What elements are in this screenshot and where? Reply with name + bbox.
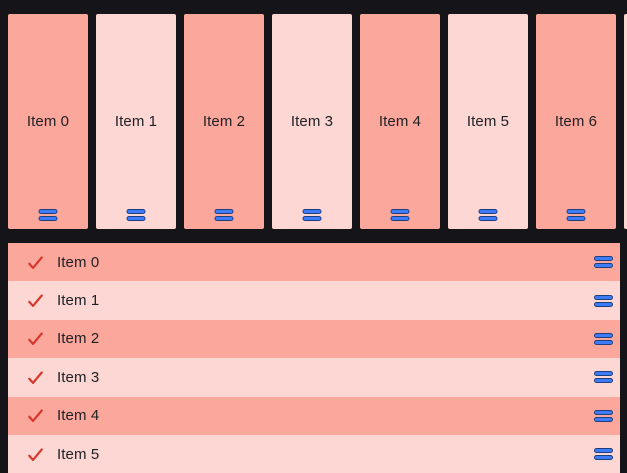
drag-handle-icon[interactable] <box>390 209 410 221</box>
card-label: Item 5 <box>466 113 510 130</box>
list-item-row[interactable]: Item 1 <box>8 281 620 320</box>
card-label: Item 1 <box>114 113 158 130</box>
check-icon <box>27 447 44 462</box>
card-label: Item 3 <box>290 113 334 130</box>
drag-handle-icon[interactable] <box>478 209 498 221</box>
sortable-card[interactable]: Item 2 <box>184 14 264 229</box>
drag-handle-icon[interactable] <box>594 332 613 345</box>
list-item-row[interactable]: Item 0 <box>8 243 620 282</box>
drag-handle-icon[interactable] <box>594 256 613 269</box>
drag-handle-icon[interactable] <box>594 409 613 422</box>
check-icon <box>27 255 44 270</box>
list-item-label: Item 0 <box>57 253 100 271</box>
sortable-card[interactable]: Item 5 <box>448 14 528 229</box>
list-item-label: Item 1 <box>57 292 100 310</box>
card-label: Item 0 <box>26 113 70 130</box>
drag-handle-icon[interactable] <box>566 209 586 221</box>
drag-handle-icon[interactable] <box>594 371 613 384</box>
check-icon <box>27 370 44 385</box>
drag-handle-icon[interactable] <box>594 294 613 307</box>
list-item-row[interactable]: Item 3 <box>8 358 620 397</box>
drag-handle-icon[interactable] <box>302 209 322 221</box>
list-item-label: Item 2 <box>57 330 100 348</box>
list-item-label: Item 3 <box>57 368 100 386</box>
sortable-card[interactable]: Item 6 <box>536 14 616 229</box>
list-item-label: Item 5 <box>57 445 100 463</box>
sortable-card[interactable]: Item 7 <box>624 14 627 229</box>
check-icon <box>27 408 44 423</box>
list-item-label: Item 4 <box>57 407 100 425</box>
drag-handle-icon[interactable] <box>126 209 146 221</box>
horizontal-sortable-list: Item 0 Item 1 Item 2 Item 3 Item 4 Item … <box>8 14 627 229</box>
sortable-card[interactable]: Item 0 <box>8 14 88 229</box>
check-icon <box>27 331 44 346</box>
card-label: Item 2 <box>202 113 246 130</box>
drag-handle-icon[interactable] <box>214 209 234 221</box>
vertical-sortable-list: Item 0 Item 1 Item 2 Item 3 Item 4 Item … <box>8 243 620 473</box>
sortable-card[interactable]: Item 1 <box>96 14 176 229</box>
drag-handle-icon[interactable] <box>38 209 58 221</box>
list-item-row[interactable]: Item 4 <box>8 396 620 435</box>
card-label: Item 6 <box>554 113 598 130</box>
sortable-card[interactable]: Item 4 <box>360 14 440 229</box>
sortable-card[interactable]: Item 3 <box>272 14 352 229</box>
list-item-row[interactable]: Item 5 <box>8 434 620 473</box>
drag-handle-icon[interactable] <box>594 448 613 461</box>
list-item-row[interactable]: Item 2 <box>8 319 620 359</box>
card-label: Item 4 <box>378 113 422 130</box>
check-icon <box>27 293 44 308</box>
